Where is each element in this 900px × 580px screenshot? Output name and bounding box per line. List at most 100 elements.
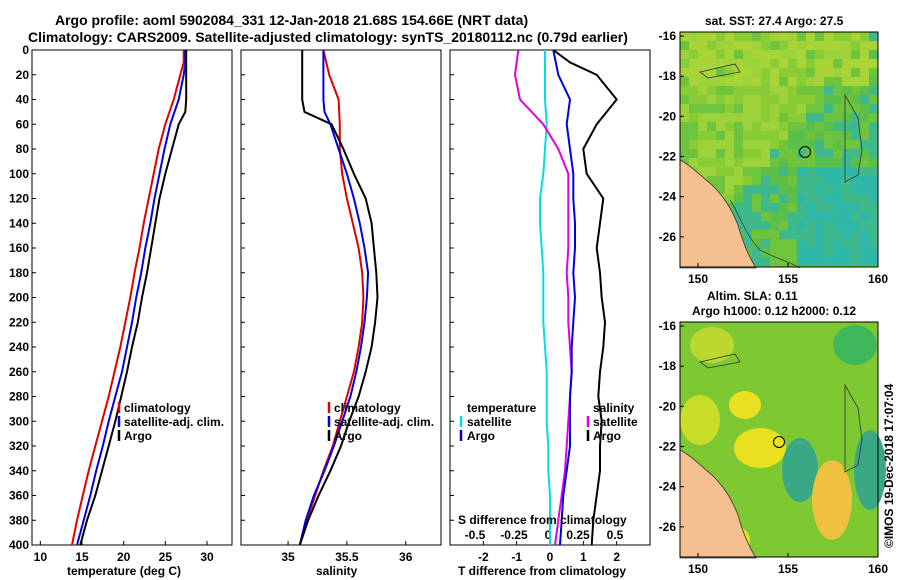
sst-cell — [725, 131, 734, 140]
sst-cell — [797, 221, 806, 230]
sst-cell — [824, 257, 833, 266]
sst-cell — [725, 167, 734, 176]
sst-cell — [698, 77, 707, 86]
depth-tick-label: 320 — [9, 439, 29, 453]
sst-cell — [752, 212, 761, 221]
sst-cell — [869, 176, 878, 185]
sst-cell — [779, 212, 788, 221]
sst-cell — [743, 176, 752, 185]
sst-cell — [833, 149, 842, 158]
sst-cell — [716, 95, 725, 104]
sst-cell — [734, 131, 743, 140]
sst-cell — [734, 41, 743, 50]
sst-cell — [689, 122, 698, 131]
sst-cell — [752, 230, 761, 239]
sst-cell — [842, 131, 851, 140]
depth-tick-label: 60 — [16, 117, 30, 131]
sst-cell — [842, 104, 851, 113]
sst-cell — [752, 167, 761, 176]
sst-cell — [860, 32, 869, 41]
depth-tick-label: 120 — [9, 192, 29, 206]
sst-cell — [752, 86, 761, 95]
sst-cell — [851, 167, 860, 176]
sst-cell — [761, 86, 770, 95]
sst-cell — [815, 131, 824, 140]
sst-cell — [680, 59, 689, 68]
sst-cell — [770, 86, 779, 95]
legend-salinity-satellite: satellite — [593, 415, 638, 429]
sst-cell — [779, 239, 788, 248]
sst-cell — [824, 32, 833, 41]
sst-cell — [806, 104, 815, 113]
sst-cell — [734, 95, 743, 104]
sst-cell — [788, 77, 797, 86]
sst-cell — [824, 239, 833, 248]
sst-cell — [869, 68, 878, 77]
sst-cell — [689, 41, 698, 50]
sst-cell — [869, 122, 878, 131]
sst-cell — [815, 221, 824, 230]
sst-cell — [680, 131, 689, 140]
sst-cell — [842, 32, 851, 41]
sst-cell — [779, 185, 788, 194]
series-line-salinity-satellite — [513, 49, 573, 546]
sst-cell — [707, 131, 716, 140]
sst-cell — [833, 203, 842, 212]
sst-cell — [716, 113, 725, 122]
sst-cell — [788, 59, 797, 68]
sst-cell — [716, 176, 725, 185]
sst-cell — [698, 149, 707, 158]
sst-cell — [869, 221, 878, 230]
sst-cell — [734, 59, 743, 68]
sst-cell — [833, 230, 842, 239]
sst-cell — [743, 185, 752, 194]
sst-cell — [770, 50, 779, 59]
sst-cell — [833, 185, 842, 194]
sst-cell — [734, 140, 743, 149]
sst-cell — [725, 122, 734, 131]
sst-cell — [761, 32, 770, 41]
sst-cell — [797, 59, 806, 68]
sst-cell — [860, 68, 869, 77]
sst-cell — [842, 50, 851, 59]
sst-cell — [833, 140, 842, 149]
sst-cell — [815, 68, 824, 77]
sst-cell — [869, 95, 878, 104]
sst-cell — [725, 113, 734, 122]
sst-cell — [806, 239, 815, 248]
sst-cell — [752, 59, 761, 68]
sst-cell — [770, 95, 779, 104]
imos-watermark: ©IMOS 19-Dec-2018 17:07:04 — [882, 383, 896, 548]
sst-cell — [788, 32, 797, 41]
sst-cell — [770, 113, 779, 122]
sst-cell — [752, 194, 761, 203]
sst-cell — [824, 113, 833, 122]
sst-cell — [806, 140, 815, 149]
sst-cell — [689, 140, 698, 149]
sst-cell — [761, 167, 770, 176]
sst-cell — [869, 212, 878, 221]
depth-tick-label: 100 — [9, 167, 29, 181]
sst-reef-outline — [844, 93, 863, 183]
s-diff-tick-label: 0.25 — [566, 528, 590, 542]
sst-cell — [860, 230, 869, 239]
map-lon-label: 155 — [778, 562, 798, 576]
sst-cell — [824, 77, 833, 86]
sst-cell — [860, 257, 869, 266]
sst-cell — [815, 140, 824, 149]
sst-cell — [788, 131, 797, 140]
sst-cell — [824, 149, 833, 158]
sst-cell — [833, 95, 842, 104]
sst-cell — [851, 50, 860, 59]
sst-cell — [779, 32, 788, 41]
x-tick-label: 35 — [281, 550, 295, 564]
sst-cell — [815, 149, 824, 158]
sst-cell — [725, 50, 734, 59]
sst-cell — [707, 113, 716, 122]
sst-cell — [743, 113, 752, 122]
sst-cell — [734, 203, 743, 212]
sst-cell — [797, 194, 806, 203]
s-difference-xlabel: S difference from climatology — [458, 513, 627, 527]
sst-cell — [851, 131, 860, 140]
